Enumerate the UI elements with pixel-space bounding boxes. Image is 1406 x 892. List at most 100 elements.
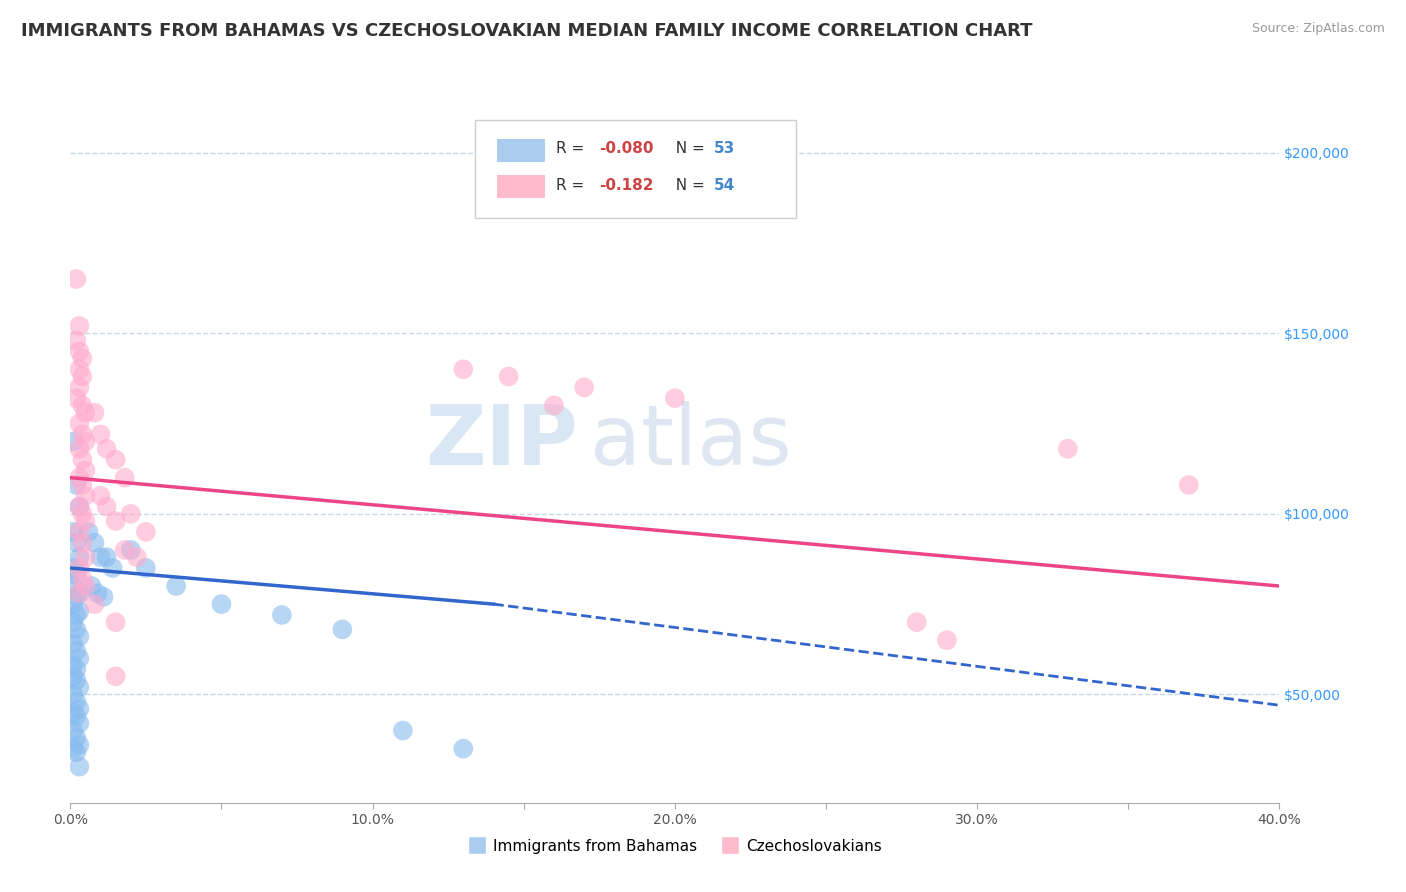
Point xyxy=(93,590,115,604)
Point xyxy=(67,716,90,731)
Point xyxy=(65,478,87,492)
Point xyxy=(67,380,90,394)
Point xyxy=(1178,478,1201,492)
Text: N =: N = xyxy=(666,178,710,193)
Text: -0.080: -0.080 xyxy=(599,142,654,156)
Point xyxy=(72,452,94,467)
Point xyxy=(114,470,136,484)
Point xyxy=(65,568,87,582)
Point xyxy=(101,561,124,575)
Point xyxy=(96,550,118,565)
Point xyxy=(90,489,111,503)
Point xyxy=(165,579,187,593)
Point xyxy=(75,406,97,420)
Point xyxy=(83,535,105,549)
Point xyxy=(96,500,118,514)
Point xyxy=(83,406,105,420)
Point xyxy=(332,623,354,637)
Point xyxy=(80,579,103,593)
Point xyxy=(72,535,94,549)
Point xyxy=(65,673,87,687)
Point xyxy=(67,738,90,752)
Point xyxy=(391,723,415,738)
Point xyxy=(75,434,97,449)
Point xyxy=(62,434,84,449)
Point xyxy=(67,760,90,774)
Text: 53: 53 xyxy=(714,142,735,156)
Point xyxy=(67,604,90,618)
Point xyxy=(65,535,87,549)
Point xyxy=(67,702,90,716)
Point xyxy=(90,427,111,442)
Point xyxy=(67,630,90,644)
FancyBboxPatch shape xyxy=(475,120,796,218)
Point xyxy=(120,507,142,521)
Point xyxy=(72,507,94,521)
Legend: Immigrants from Bahamas, Czechoslovakians: Immigrants from Bahamas, Czechoslovakian… xyxy=(461,832,889,860)
Text: 54: 54 xyxy=(714,178,735,193)
Point xyxy=(62,597,84,611)
Text: Source: ZipAtlas.com: Source: ZipAtlas.com xyxy=(1251,22,1385,36)
Point xyxy=(62,615,84,630)
Point xyxy=(65,731,87,745)
Point xyxy=(104,514,127,528)
Point xyxy=(65,607,87,622)
Point xyxy=(65,709,87,723)
Text: R =: R = xyxy=(557,142,589,156)
Point xyxy=(65,391,87,405)
Point xyxy=(114,542,136,557)
FancyBboxPatch shape xyxy=(498,175,546,198)
Point xyxy=(67,524,90,539)
Point xyxy=(62,669,84,683)
Point xyxy=(75,579,97,593)
Point xyxy=(75,514,97,528)
Point xyxy=(125,550,148,565)
Point xyxy=(270,607,294,622)
Point xyxy=(62,561,84,575)
Text: N =: N = xyxy=(666,142,710,156)
Text: atlas: atlas xyxy=(591,401,792,482)
Point xyxy=(135,524,157,539)
Point xyxy=(65,623,87,637)
Point xyxy=(543,398,565,412)
Point xyxy=(62,687,84,701)
Point xyxy=(72,478,94,492)
Point xyxy=(86,586,108,600)
Point xyxy=(65,272,87,286)
Point xyxy=(65,662,87,676)
Point xyxy=(211,597,233,611)
Point xyxy=(65,334,87,348)
Point xyxy=(1057,442,1080,456)
Point xyxy=(135,561,157,575)
Point xyxy=(72,398,94,412)
Point xyxy=(67,680,90,694)
Point xyxy=(67,586,90,600)
FancyBboxPatch shape xyxy=(498,139,546,162)
Point xyxy=(67,417,90,431)
Point xyxy=(498,369,520,384)
Point xyxy=(574,380,596,394)
Point xyxy=(453,362,475,376)
Point xyxy=(453,741,475,756)
Point xyxy=(65,695,87,709)
Point xyxy=(67,318,90,333)
Point xyxy=(67,500,90,514)
Point xyxy=(77,524,100,539)
Point xyxy=(936,633,959,648)
Point xyxy=(62,658,84,673)
Point xyxy=(72,572,94,586)
Point xyxy=(67,586,90,600)
Point xyxy=(90,550,111,565)
Point xyxy=(75,550,97,565)
Point xyxy=(72,351,94,366)
Point xyxy=(83,597,105,611)
Point xyxy=(65,590,87,604)
Point xyxy=(104,452,127,467)
Point xyxy=(67,500,90,514)
Point xyxy=(75,463,97,477)
Point xyxy=(62,706,84,720)
Point xyxy=(65,745,87,759)
Point xyxy=(67,470,90,484)
Point xyxy=(120,542,142,557)
Point xyxy=(62,741,84,756)
